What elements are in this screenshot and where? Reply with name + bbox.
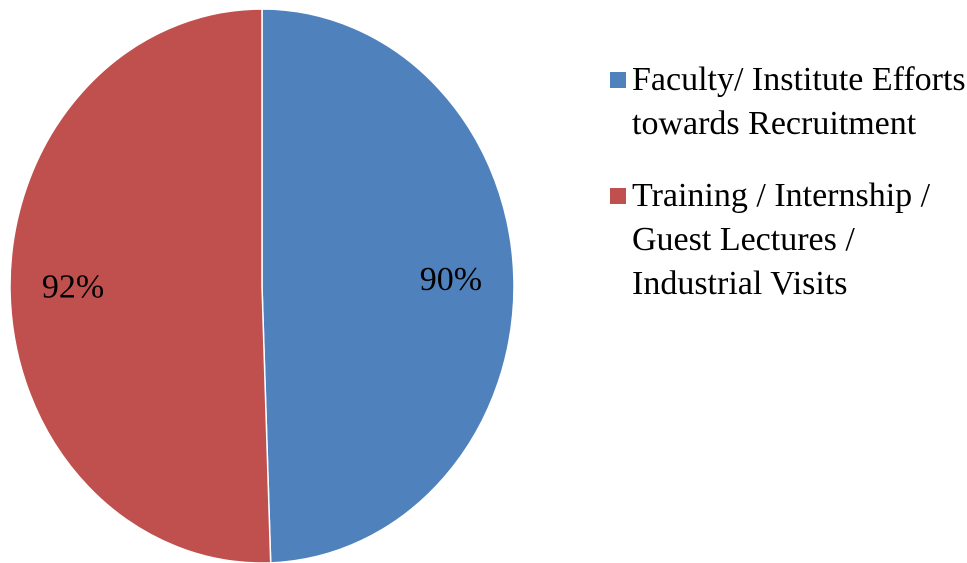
data-label: 90%	[420, 261, 482, 298]
pie-slice	[261, 8, 515, 563]
legend-swatch	[610, 188, 626, 204]
legend-label: Training / Internship / Guest Lectures /…	[632, 177, 931, 302]
legend-entry: Faculty/ Institute Efforts towards Recru…	[606, 58, 966, 146]
legend: Faculty/ Institute Efforts towards Recru…	[606, 58, 966, 334]
legend-swatch	[610, 72, 626, 88]
legend-entry: Training / Internship / Guest Lectures /…	[606, 174, 966, 306]
legend-label: Faculty/ Institute Efforts towards Recru…	[632, 61, 966, 142]
pie-slice	[9, 8, 272, 563]
data-label: 92%	[42, 268, 104, 305]
